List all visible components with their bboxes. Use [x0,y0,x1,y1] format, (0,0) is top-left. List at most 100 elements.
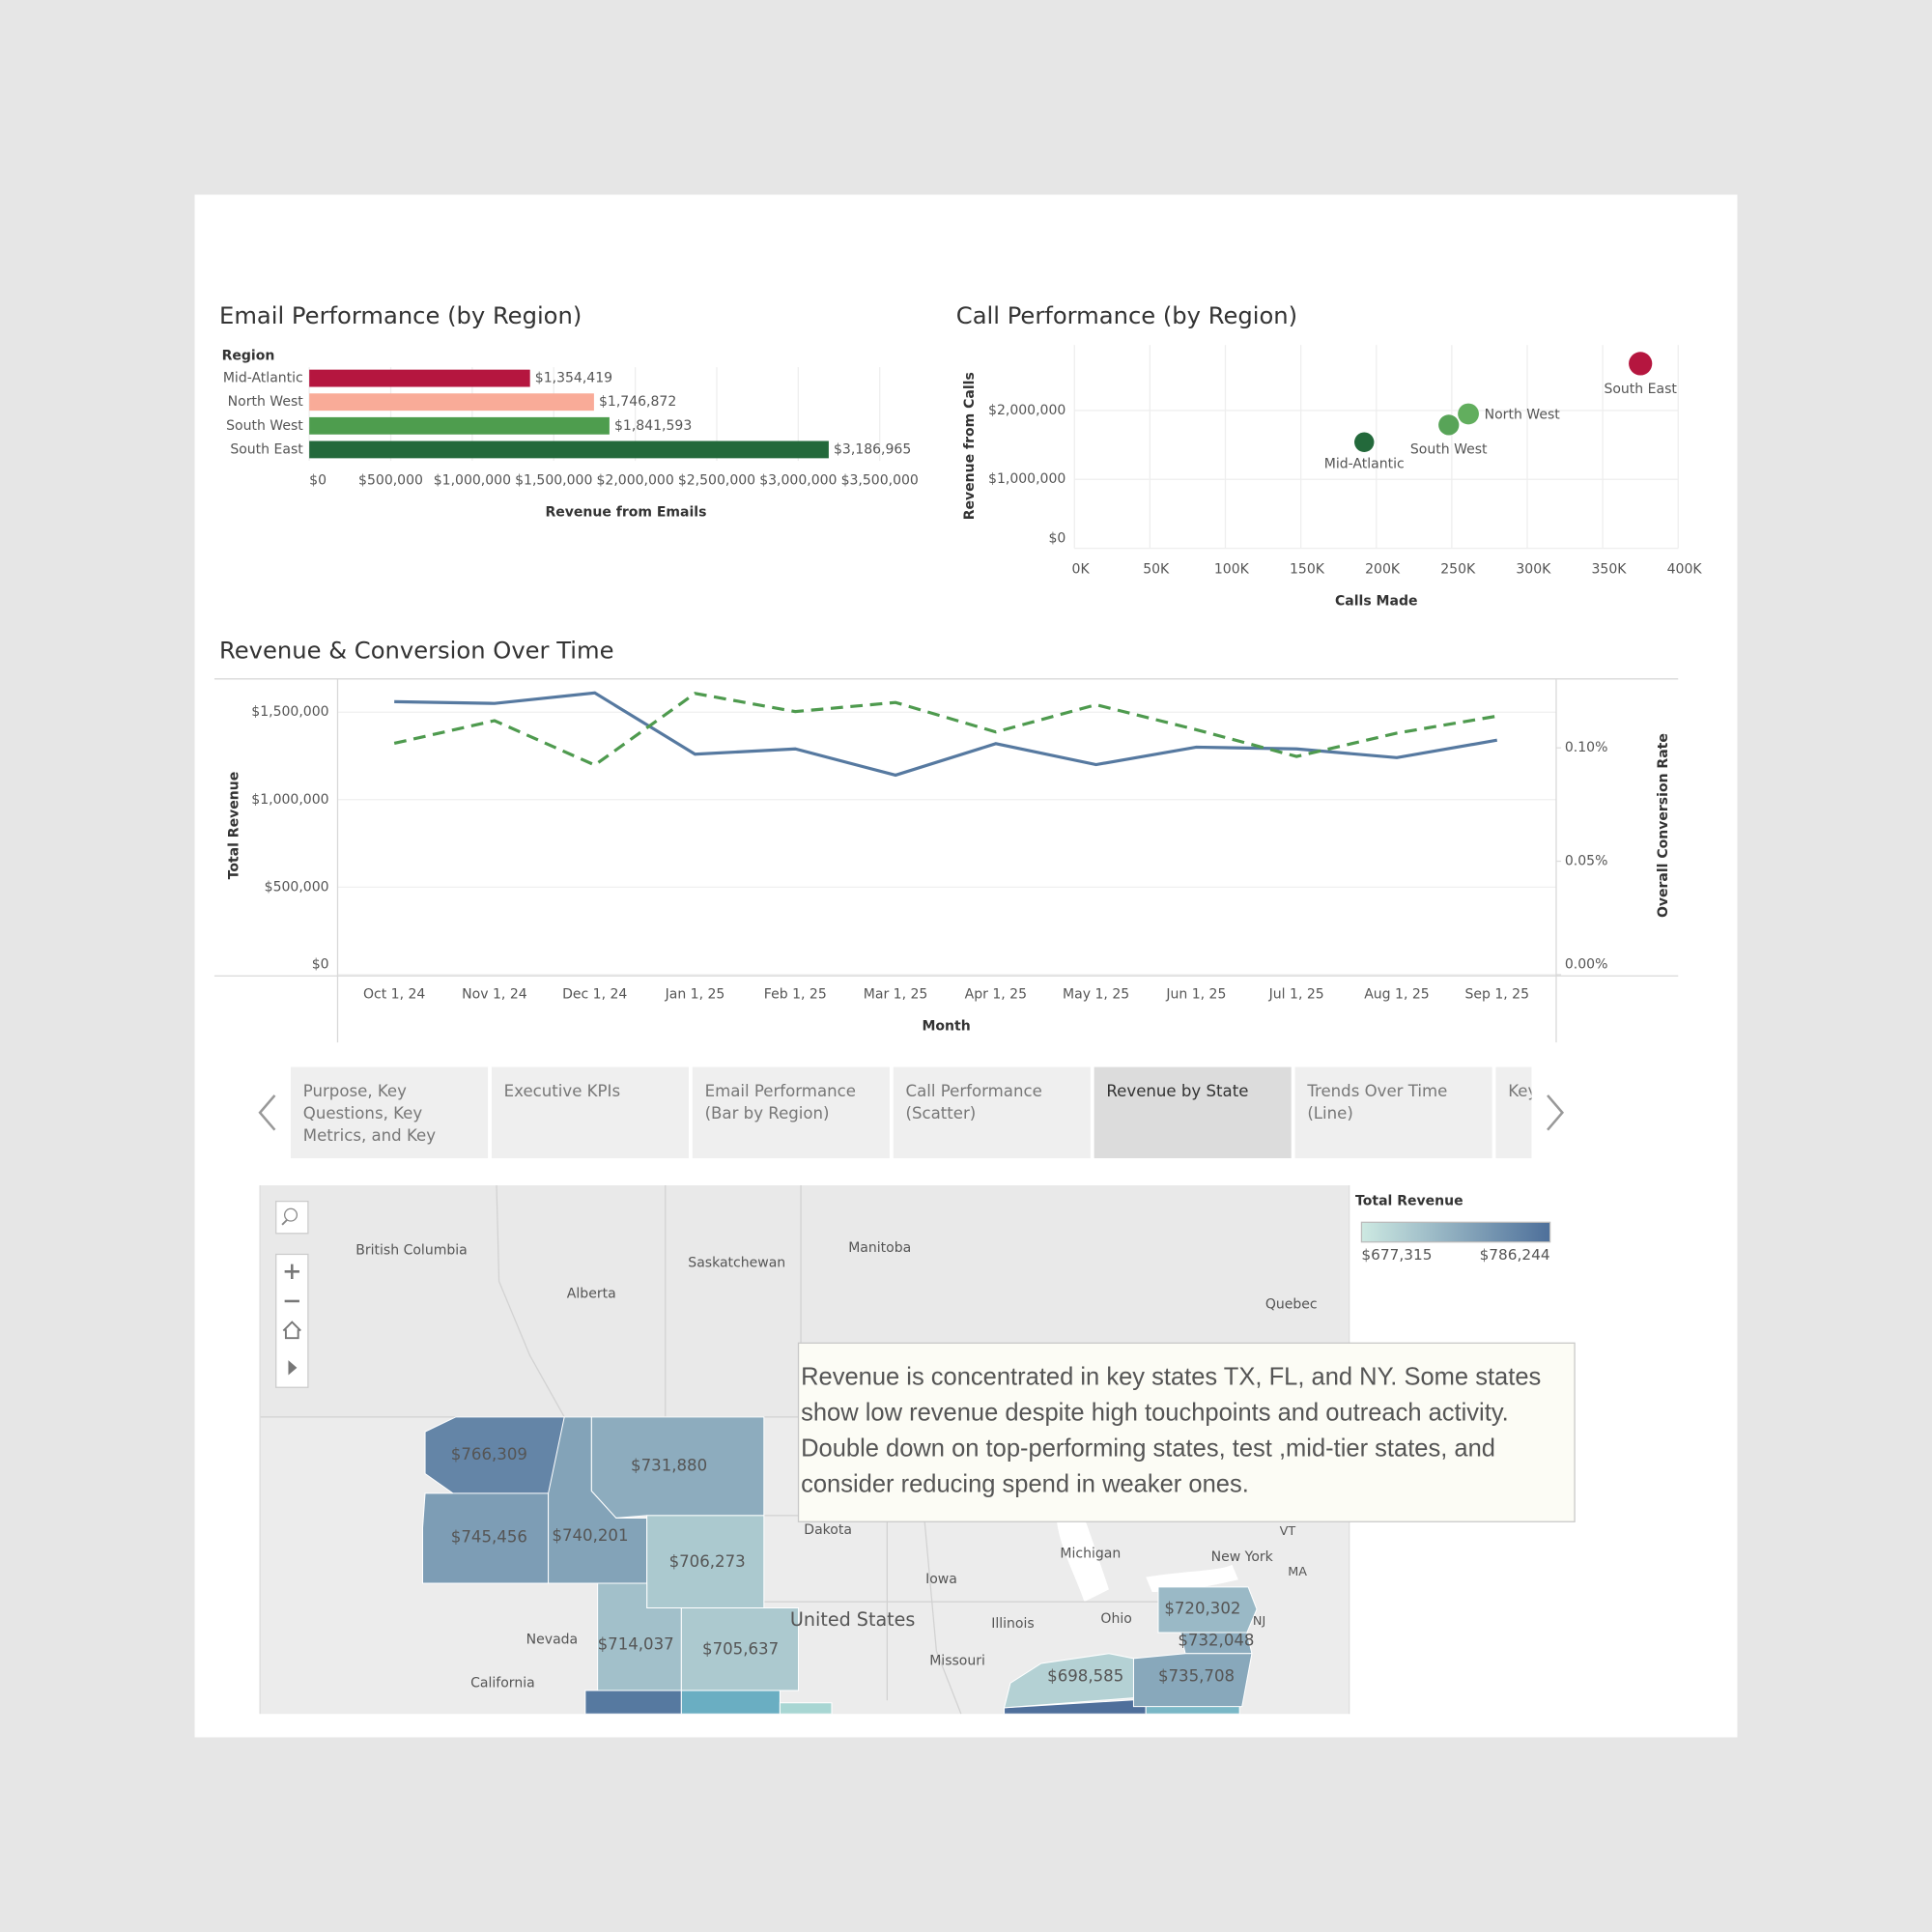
state-value-label: $740,201 [552,1526,628,1545]
tab-strip: Purpose, Key Questions, Key Metrics, and… [291,1066,1692,1158]
tab-prev[interactable] [258,1094,276,1131]
border [923,1515,962,1715]
state [584,1690,682,1715]
x-tick-label: $3,000,000 [759,472,837,488]
tab[interactable] [1495,1066,1692,1158]
line-series [393,692,1498,767]
legend-title: Region [222,349,275,364]
state-value-label: $745,456 [451,1527,527,1546]
play[interactable] [288,1360,298,1376]
state [1157,1586,1258,1634]
y-axis-title: Total Revenue [226,772,242,880]
annotation: Revenue is concentrated in key states TX… [801,1364,1541,1498]
x-tick-label: 350K [1592,561,1628,577]
place-label: Iowa [925,1572,957,1587]
state [680,1690,781,1715]
bar-title: Email Performance (by Region) [219,302,582,329]
state-value-label: $705,637 [702,1639,779,1658]
x-tick-label: Jun 1, 25 [1165,986,1226,1002]
x-tick-label: May 1, 25 [1063,986,1129,1002]
x-tick-label: $2,500,000 [678,472,755,488]
tab[interactable] [491,1066,690,1158]
x-tick-label: 50K [1143,561,1170,577]
tab-text[interactable]: Purpose, Key Questions, Key Metrics, and… [302,1083,437,1147]
x-tick-label: $1,000,000 [434,472,511,488]
point-label: South West [1410,441,1488,457]
tab[interactable] [692,1066,890,1158]
y2-tick-label: 0.10% [1565,740,1608,755]
tab-text[interactable]: Key Act [1495,1067,1531,1158]
bar [309,369,530,387]
y2-axis-title: Overall Conversion Rate [1656,733,1671,918]
y-axis-title: Revenue from Calls [962,372,978,520]
annotation-box [797,1342,1576,1522]
x-tick-label: 300K [1516,561,1551,577]
place-label: Illinois [991,1616,1034,1632]
icon [284,1208,298,1222]
y-tick-label: $500,000 [265,879,329,895]
map-search[interactable] [275,1200,309,1235]
x-tick-label: Jan 1, 25 [665,986,725,1002]
place-label: VT [1280,1524,1296,1539]
line-title: Revenue & Conversion Over Time [219,638,613,665]
tab[interactable] [1094,1066,1292,1158]
x-axis-title: Calls Made [1335,593,1418,609]
x-tick-label: $0 [309,472,327,488]
x-tick-label: 200K [1365,561,1401,577]
tab-text[interactable]: Revenue by State [1106,1083,1249,1102]
tab-label: Trends Over Time (Line) [1307,1083,1448,1124]
x-tick-label: Jul 1, 25 [1268,986,1324,1002]
tab[interactable] [1294,1066,1492,1158]
zoom-in[interactable] [284,1264,299,1279]
legend-max: $786,244 [1480,1246,1550,1264]
x-tick-label: Nov 1, 24 [462,986,527,1002]
y2-tick-label: 0.05% [1565,854,1608,869]
tab-text[interactable]: Call Performance (Scatter) [905,1083,1042,1124]
category-label: Mid-Atlantic [223,371,303,386]
y-tick-label: $0 [312,957,329,973]
point [1629,352,1653,376]
place-label: United States [790,1608,916,1631]
x-tick-label: $500,000 [358,472,423,488]
value-label: $3,186,965 [834,441,911,457]
tab-text[interactable]: Email Performance (Bar by Region) [704,1083,856,1124]
category-label: North West [228,394,304,410]
state-value-label: $698,585 [1047,1666,1123,1685]
tab-text[interactable]: Trends Over Time (Line) [1307,1083,1448,1124]
x-tick-label: Oct 1, 24 [363,986,425,1002]
tab-text[interactable]: Executive KPIs [503,1083,621,1102]
tab[interactable] [893,1066,1091,1158]
border [496,1185,565,1418]
tab[interactable] [291,1066,489,1158]
point [1438,414,1460,436]
home[interactable] [282,1321,301,1340]
value-label: $1,841,593 [614,418,692,434]
tab-label: Purpose, Key Questions, Key Metrics, and… [302,1083,437,1147]
tab-label: Revenue by State [1106,1083,1249,1102]
place-label: Saskatchewan [688,1255,785,1270]
y2-tick-label: 0.00% [1565,957,1608,973]
bar [309,440,829,459]
x-tick-label: Sep 1, 25 [1464,986,1529,1002]
state-value-label: $735,708 [1158,1666,1235,1685]
tab-label: Executive KPIs [503,1083,621,1102]
place-label: MA [1288,1565,1307,1579]
category-label: South West [226,418,303,434]
point [1354,432,1375,452]
tab-label: Email Performance (Bar by Region) [704,1083,856,1124]
x-tick-label: 250K [1440,561,1476,577]
y-tick-label: $1,000,000 [251,792,328,808]
state-value-label: $706,273 [669,1552,746,1571]
scatter-title: Call Performance (by Region) [956,302,1297,329]
tab-label: Call Performance (Scatter) [905,1083,1042,1124]
x-tick-label: Dec 1, 24 [562,986,627,1002]
place-label: Nevada [526,1633,578,1648]
place-label: British Columbia [355,1243,467,1259]
place-label: Manitoba [848,1240,911,1256]
tab-next[interactable] [1547,1094,1565,1131]
x-tick-label: Mar 1, 25 [864,986,928,1002]
state [1003,1653,1134,1709]
state [680,1607,800,1691]
place-label: Quebec [1265,1297,1318,1313]
legend-title: Total Revenue [1355,1194,1463,1209]
